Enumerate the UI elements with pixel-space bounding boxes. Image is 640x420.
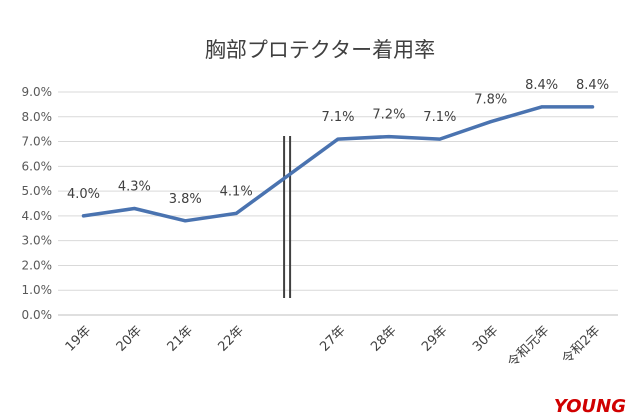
y-tick-label: 7.0% (22, 135, 53, 149)
data-point (387, 135, 391, 139)
x-tick-label: 令和元年 (505, 323, 552, 370)
data-point (183, 219, 187, 223)
y-tick-label: 5.0% (22, 184, 53, 198)
x-tick-label: 20年 (114, 323, 145, 354)
watermark-logo: YOUNG (554, 396, 626, 417)
data-point (540, 105, 544, 109)
y-tick-label: 8.0% (22, 110, 53, 124)
data-label: 7.1% (423, 110, 456, 125)
x-tick-label: 令和2年 (559, 323, 603, 367)
data-point (234, 211, 238, 215)
x-tick-label: 21年 (165, 323, 196, 354)
y-axis: 0.0% 1.0% 2.0% 3.0% 4.0% 5.0% 6.0% 7.0% 8.0% 9.0% (22, 85, 53, 322)
x-tick-label: 29年 (419, 323, 450, 354)
x-tick-label: 28年 (368, 323, 399, 354)
data-point (81, 214, 85, 218)
data-label: 3.8% (169, 192, 202, 207)
series-line (81, 105, 595, 223)
y-tick-label: 9.0% (22, 85, 53, 99)
y-tick-label: 0.0% (22, 308, 53, 322)
data-point (132, 206, 136, 210)
data-point (489, 120, 493, 124)
data-label: 8.4% (576, 78, 609, 93)
data-point (336, 137, 340, 141)
data-label: 4.1% (220, 184, 253, 199)
data-label: 7.8% (474, 93, 507, 108)
series-layer (81, 105, 595, 223)
data-labels: 4.0% 4.3% 3.8% 4.1% 7.1% 7.2% 7.1% 7.8% 8.4% 8.4% (67, 78, 609, 207)
x-tick-label: 19年 (63, 323, 94, 354)
y-tick-label: 3.0% (22, 234, 53, 248)
data-label: 7.2% (372, 108, 405, 123)
x-axis: 19年 20年 21年 22年 27年 28年 29年 30年 令和元年 令和2年 (63, 323, 604, 370)
y-tick-label: 1.0% (22, 283, 53, 297)
data-label: 4.0% (67, 187, 100, 202)
grid-layer (58, 91, 618, 316)
x-tick-label: 30年 (470, 323, 501, 354)
x-tick-label: 27年 (317, 323, 348, 354)
y-tick-label: 4.0% (22, 209, 53, 223)
data-point (438, 137, 442, 141)
data-label: 8.4% (525, 78, 558, 93)
x-tick-label: 22年 (216, 323, 247, 354)
chart-title: 胸部プロテクター着用率 (205, 38, 435, 62)
data-label: 4.3% (118, 179, 151, 194)
y-tick-label: 2.0% (22, 258, 53, 272)
data-point (591, 105, 595, 109)
data-label: 7.1% (321, 110, 354, 125)
y-tick-label: 6.0% (22, 159, 53, 173)
axis-break (283, 136, 292, 298)
